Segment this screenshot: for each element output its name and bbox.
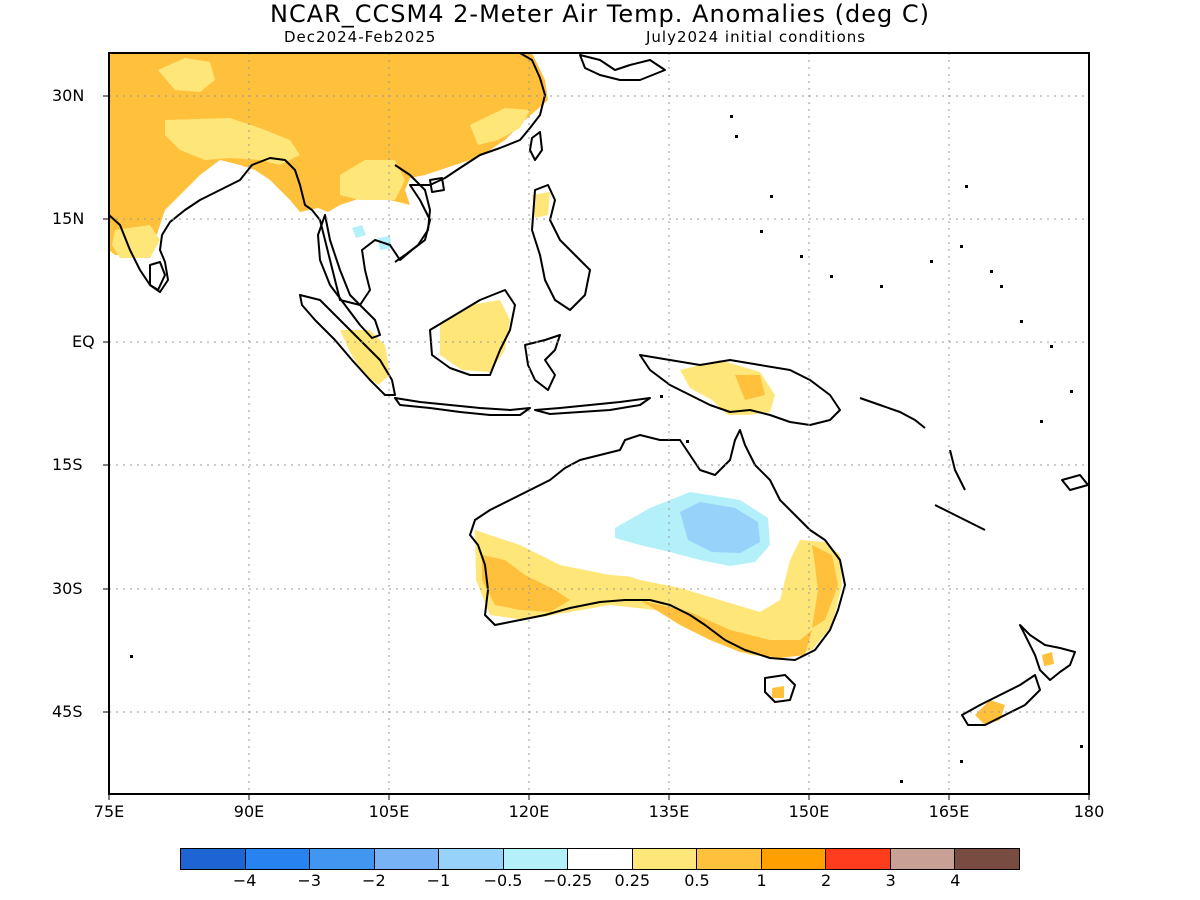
coast-fiji bbox=[1061, 474, 1089, 491]
coastlines bbox=[109, 53, 1089, 726]
map-title: NCAR_CCSM4 2-Meter Air Temp. Anomalies (… bbox=[269, 0, 930, 28]
coast-australia bbox=[469, 429, 846, 661]
tick-marks bbox=[103, 95, 1090, 800]
colorbar-swatch bbox=[632, 849, 698, 869]
anomaly-australia-warm-west bbox=[482, 555, 570, 612]
coast-newcaledonia bbox=[934, 504, 986, 531]
lon-label-150e: 150E bbox=[788, 802, 830, 821]
colorbar-swatch bbox=[568, 849, 633, 869]
coast-tasmania bbox=[764, 674, 796, 703]
coast-java bbox=[394, 397, 531, 416]
init-subtitle: July2024 initial conditions bbox=[646, 28, 867, 46]
coast-vanuatu bbox=[949, 449, 966, 491]
coast-borneo bbox=[429, 289, 516, 376]
coast-philippines bbox=[531, 184, 591, 311]
anomaly-newguinea-mild bbox=[680, 360, 775, 415]
anomaly-newguinea-warm bbox=[735, 375, 765, 400]
coast-sulawesi bbox=[524, 334, 561, 391]
lon-label-120e: 120E bbox=[508, 802, 550, 821]
lon-label-180: 180 bbox=[1073, 802, 1105, 821]
coast-solomons bbox=[859, 397, 926, 429]
lat-label-45s: 45S bbox=[52, 702, 83, 721]
lon-label-90e: 90E bbox=[233, 802, 265, 821]
coast-vietnam bbox=[394, 164, 431, 263]
lat-label-eq: EQ bbox=[72, 332, 95, 351]
season-subtitle: Dec2024-Feb2025 bbox=[284, 28, 437, 46]
colorbar-label: 0.25 bbox=[614, 871, 651, 890]
anomaly-australia-warm-south bbox=[640, 600, 812, 658]
anomaly-australia-warm-east bbox=[812, 545, 838, 628]
coast-nusa bbox=[534, 397, 651, 415]
island-specks bbox=[130, 115, 1083, 783]
colorbar-label: 4 bbox=[950, 871, 961, 890]
colorbar-swatch bbox=[245, 849, 311, 869]
coast-japan bbox=[579, 54, 666, 81]
colorbar-swatch bbox=[374, 849, 440, 869]
anomaly-asia-mild-2 bbox=[165, 118, 300, 165]
coast-hainan bbox=[429, 177, 445, 193]
lat-label-30s: 30S bbox=[52, 579, 83, 598]
anomaly-tasmania-warm bbox=[772, 686, 784, 698]
lat-label-15n: 15N bbox=[52, 209, 85, 228]
coast-asia bbox=[109, 53, 546, 306]
lat-label-30n: 30N bbox=[52, 86, 85, 105]
colorbar-swatch bbox=[310, 849, 375, 869]
lon-label-165e: 165E bbox=[928, 802, 970, 821]
colorbar-label: −4 bbox=[232, 871, 257, 890]
anomaly-newzealand-warm bbox=[975, 700, 1005, 725]
colorbar-swatch bbox=[697, 849, 762, 869]
colorbar-swatch bbox=[181, 849, 246, 869]
colorbar-label: −1 bbox=[426, 871, 451, 890]
colorbar-swatch bbox=[439, 849, 504, 869]
lon-label-75e: 75E bbox=[93, 802, 125, 821]
coast-malaya bbox=[317, 214, 381, 339]
colorbar-label: −0.5 bbox=[483, 871, 523, 890]
coast-newzealand-south bbox=[961, 674, 1041, 726]
colorbar bbox=[180, 848, 1020, 870]
anomaly-borneo-mild bbox=[440, 300, 510, 372]
colorbar-swatch bbox=[826, 849, 891, 869]
colorbar-label: 3 bbox=[885, 871, 896, 890]
colorbar-swatch bbox=[890, 849, 956, 869]
anomaly-australia-mild bbox=[475, 530, 842, 658]
colorbar-label: 2 bbox=[821, 871, 832, 890]
colorbar-label: 0.5 bbox=[684, 871, 710, 890]
colorbar-label: −2 bbox=[362, 871, 386, 890]
colorbar-swatch bbox=[761, 849, 827, 869]
coast-srilanka bbox=[149, 261, 166, 291]
anomaly-sumatra-mild bbox=[340, 330, 390, 385]
anomaly-indochina-cool bbox=[352, 225, 366, 238]
coast-taiwan bbox=[529, 131, 543, 161]
map-layers bbox=[109, 53, 1089, 794]
anomaly-australia-cooler bbox=[680, 502, 760, 553]
lon-label-105e: 105E bbox=[368, 802, 410, 821]
anomaly-indochina-mild bbox=[340, 160, 405, 200]
anomaly-asia-mild-1 bbox=[158, 58, 215, 92]
coast-newzealand-north bbox=[1019, 624, 1076, 681]
coast-newguinea bbox=[639, 354, 841, 426]
anomaly-asia-mild-3 bbox=[470, 108, 530, 145]
colorbar-swatch bbox=[503, 849, 569, 869]
lat-label-15s: 15S bbox=[52, 455, 83, 474]
colorbar-label: −0.25 bbox=[543, 871, 593, 890]
coast-sumatra bbox=[299, 294, 396, 396]
grid-lines bbox=[109, 53, 1089, 794]
anomaly-philippines-mild bbox=[532, 192, 550, 218]
lon-label-135e: 135E bbox=[648, 802, 690, 821]
colorbar-label: −3 bbox=[297, 871, 322, 890]
colorbar-label: 1 bbox=[756, 871, 767, 890]
plot-frame bbox=[108, 52, 1090, 795]
anomaly-asia-warm bbox=[109, 53, 548, 255]
anomaly-india-mild bbox=[112, 225, 160, 258]
colorbar-swatch bbox=[955, 849, 1019, 869]
anomaly-newzealand-north bbox=[1042, 652, 1054, 666]
